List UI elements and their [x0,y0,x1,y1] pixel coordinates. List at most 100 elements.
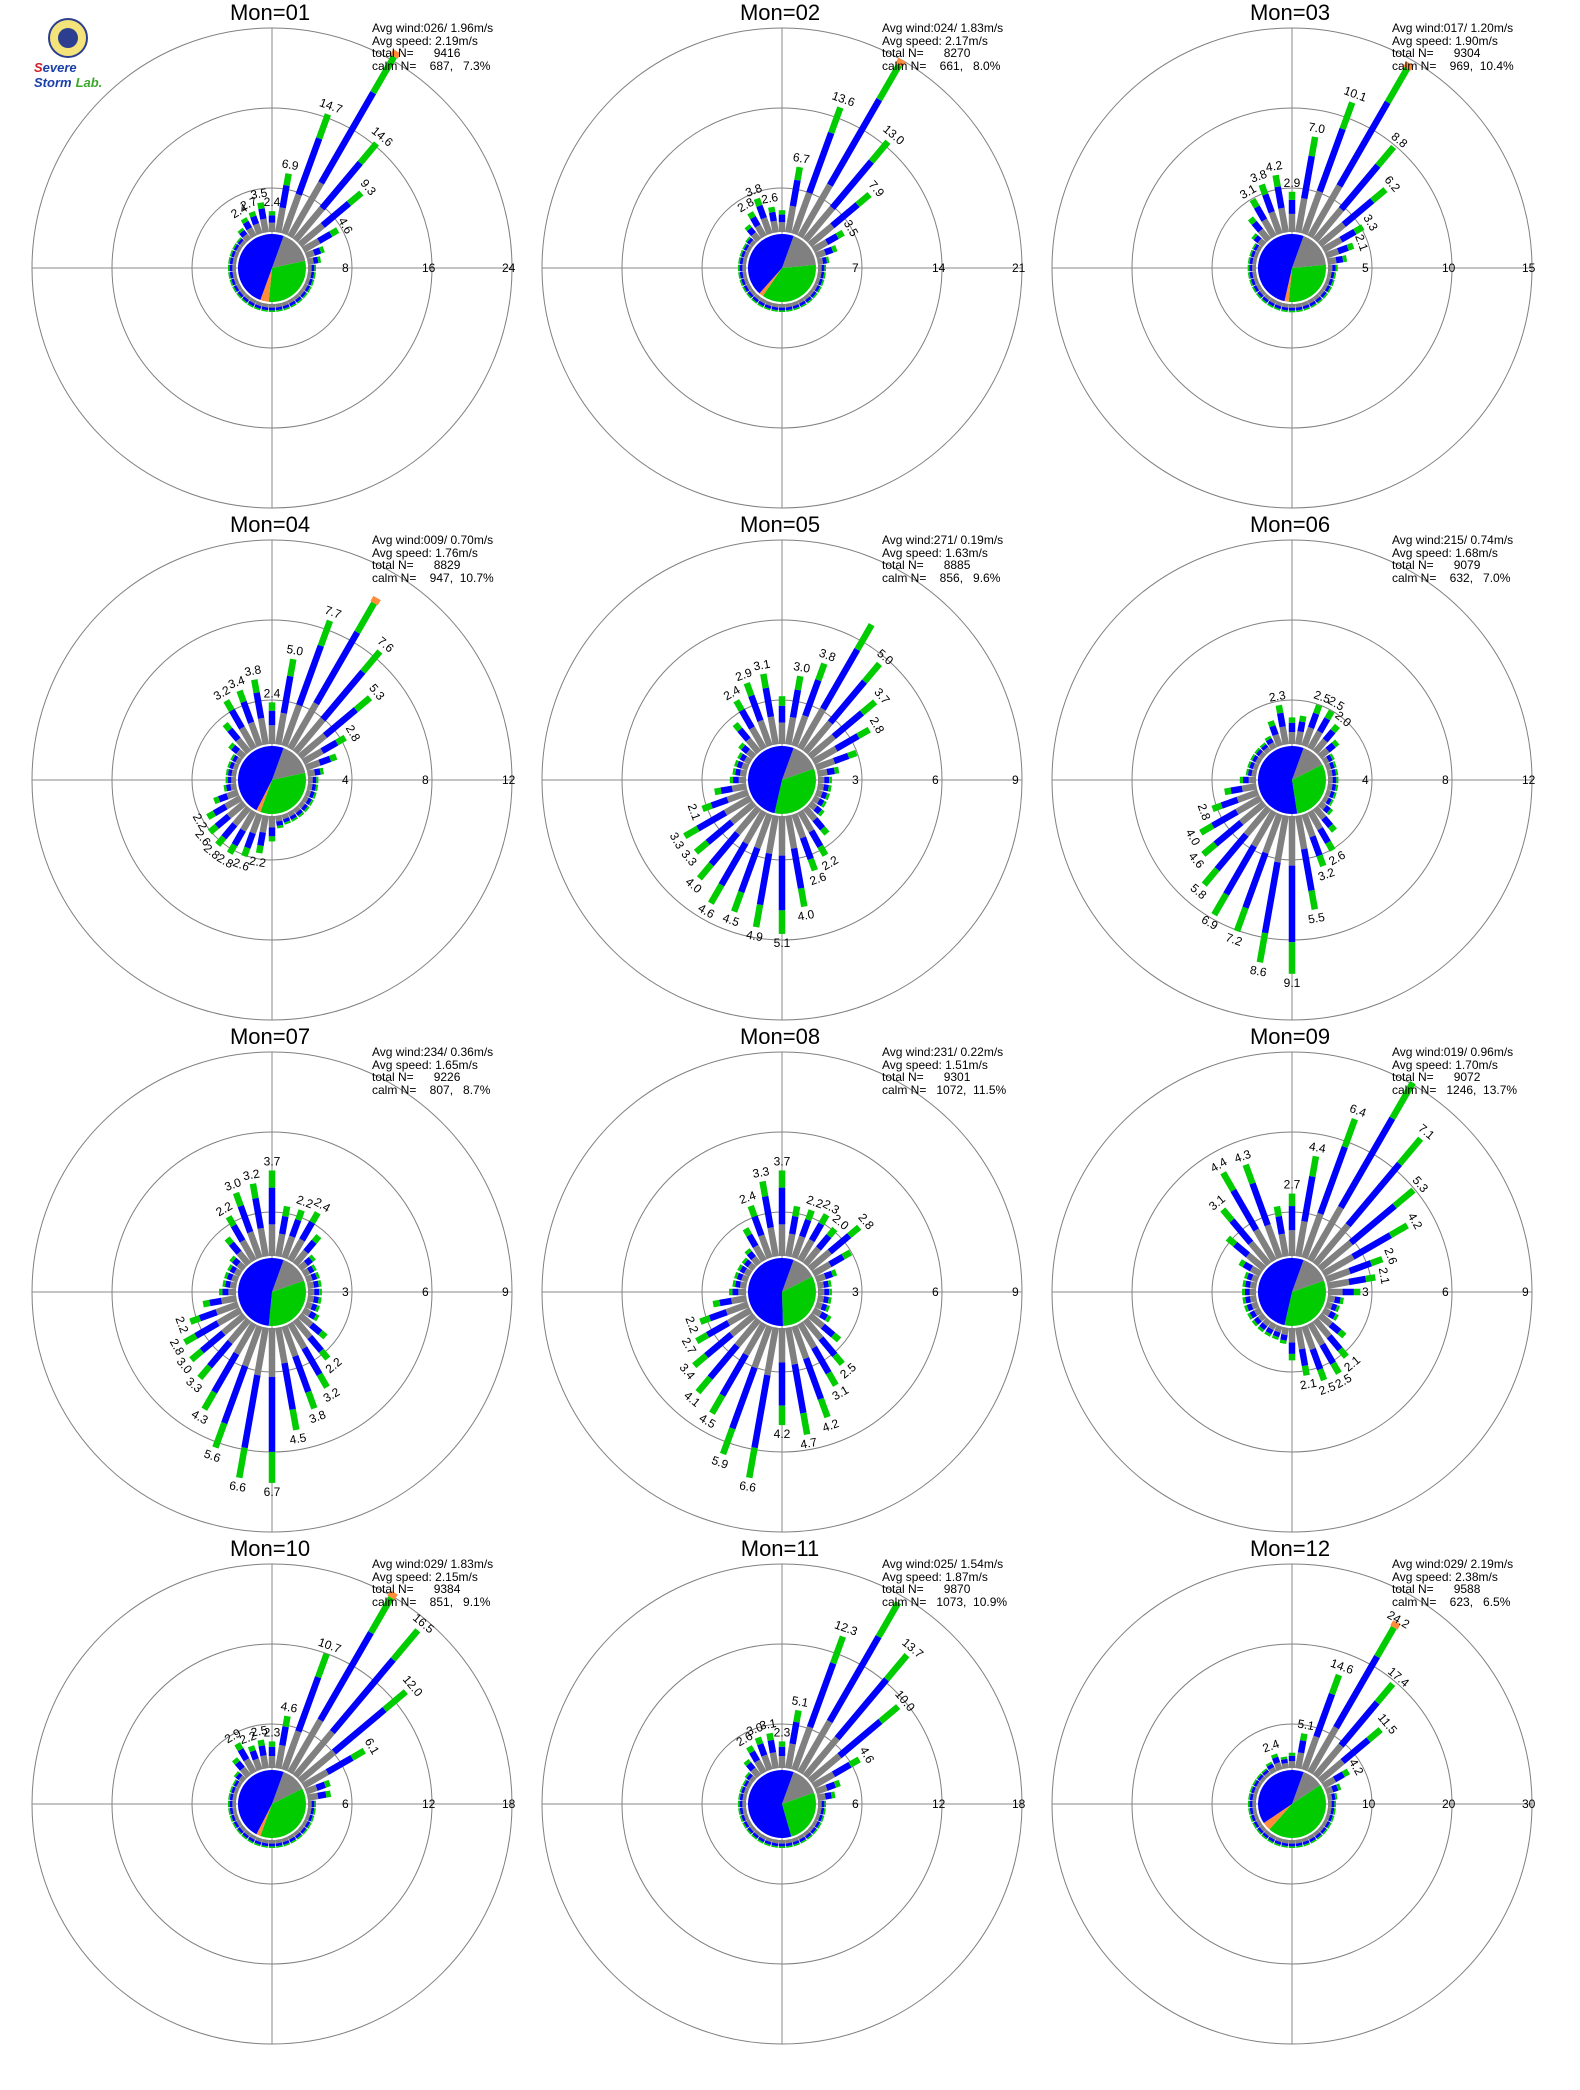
wind-bar-segment [314,768,321,776]
stats-block: Avg wind:017/ 1.20m/s Avg speed: 1.90m/s t… [1392,22,1514,72]
windrose-chart: 4 8 123.23.43.82.45.07.77.65.32.82.22.62.8… [31,539,516,1021]
wind-bar-segment [797,183,833,239]
wind-bar-segment [305,797,313,805]
wind-bar-segment [253,306,261,311]
wind-bar-segment [743,1820,750,1829]
bar-value-label: 6.7 [264,1485,281,1499]
wind-bar-segment [235,749,247,760]
wind-bar-segment [785,302,793,308]
wind-bar-segment [1329,790,1335,799]
wind-bar-segment [183,1333,198,1346]
wind-bar-segment [816,783,825,791]
wind-bar-segment [878,1704,901,1724]
bar-value-label: 10.7 [316,1635,343,1656]
wind-bar-segment [1295,302,1303,308]
wind-bar-segment [1328,1814,1333,1822]
wind-bar-segment [1233,906,1249,933]
bar-value-label: 4.7 [799,1435,818,1452]
wind-bar-segment [303,1239,317,1254]
windrose-panel: Mon=03 5 10 15 3.1 3.8 4.2 2.9 7.0 10.1 8.8 6.2 3.3 2… [1030,0,1550,512]
wind-bar-segment [1253,1307,1263,1316]
wind-bar-segment [220,1295,238,1305]
wind-bar-segment [746,1828,752,1835]
wind-bar-segment [224,1271,229,1279]
wind-bar-segment [226,843,238,855]
stats-line: total N= 9301 [882,1070,971,1084]
wind-bar-segment [1255,749,1263,757]
wind-bar-segment [1249,1295,1258,1303]
wind-bar-segment [818,1814,823,1822]
speed-pie-slice [256,780,272,812]
wind-bar-segment [295,137,323,196]
ring-label: 7 [852,261,859,275]
bar-value-label: 6.6 [738,1478,757,1495]
wind-bar-segment [1249,271,1254,279]
wind-bar-segment [239,726,257,751]
wind-bar-segment [1295,1838,1303,1844]
ring-label: 6 [1442,1285,1449,1299]
stats-line: Avg speed: 1.90m/s [1392,33,1498,48]
wind-bar-segment [306,1295,315,1303]
wind-bar-segment [249,812,263,835]
wind-bar-segment [817,1397,831,1419]
wind-bar-segment [295,1676,322,1733]
speed-pie-slice [782,748,815,780]
wind-bar-segment [1320,1826,1327,1834]
wind-bar-segment [752,904,764,928]
wind-bar-segment [746,1773,754,1781]
bar-value-label: 2.2 [248,854,267,871]
wind-bar-segment [768,211,777,222]
wind-bar-segment [811,1819,818,1827]
wind-bar-segment [814,1273,827,1283]
stats-line: calm N= 1073, 10.9% [882,1594,1008,1609]
panel-title: Mon=10 [229,1536,311,1561]
wind-bar-segment [225,1215,237,1228]
wind-bar-segment [298,811,305,818]
wind-bar-segment [233,1787,240,1795]
wind-bar-segment [1326,1278,1350,1289]
wind-bar-segment [1268,1766,1277,1775]
wind-bar-segment [862,661,882,684]
wind-bar-segment [1251,243,1257,250]
wind-bar-segment [791,300,799,307]
wind-bar-segment [249,297,257,304]
speed-pie-slice [1292,1772,1321,1804]
wind-bar-segment [848,1756,861,1768]
stats-line: calm N= 807, 8.7% [372,1082,491,1097]
wind-bar-segment [1334,1296,1341,1304]
bar-value-label: 3.3 [752,1164,771,1181]
wind-bar-segment [1330,1815,1335,1823]
stats-line: total N= 9384 [372,1582,461,1596]
wind-bar-segment [759,297,767,304]
wind-bar-segment [329,1657,396,1735]
stats-line: Avg speed: 1.65m/s [372,1057,478,1072]
panel-title: Mon=08 [739,1024,821,1049]
wind-bar-segment [1246,1272,1254,1281]
wind-bar-segment [800,1839,807,1844]
bar-value-label: 3.7 [264,1154,281,1168]
wind-bar-segment [1249,1281,1258,1289]
stats-line: Avg speed: 2.19m/s [372,33,478,48]
wind-bar-segment [791,1363,807,1414]
wind-bar-segment [763,306,771,311]
wind-bar-segment [751,1215,765,1237]
wind-bar-segment [283,1842,291,1847]
windrose-chart: 3 6 92.23.03.23.72.22.42.23.23.84.56.76.65… [31,1051,513,1533]
wind-bar-segment [797,1238,815,1263]
speed-pie-slice [238,746,284,811]
wind-bar-segment [1295,198,1308,234]
wind-bar-segment [1238,1259,1246,1268]
ring-label: 5 [1362,261,1369,275]
wind-bar-segment [301,1346,323,1377]
ring-label: 9 [1522,1285,1529,1299]
wind-bar-segment [1370,187,1388,204]
wind-bar-segment [1324,1813,1331,1821]
wind-bar-segment [1330,723,1340,734]
wind-bar-segment [239,240,247,248]
wind-bar-segment [712,1299,721,1308]
wind-bar-segment [233,1779,240,1788]
wind-bar-segment [791,812,806,839]
wind-bar-segment [1307,712,1320,729]
speed-pie-slice [782,1276,816,1326]
wind-bar-segment [1246,1303,1254,1312]
